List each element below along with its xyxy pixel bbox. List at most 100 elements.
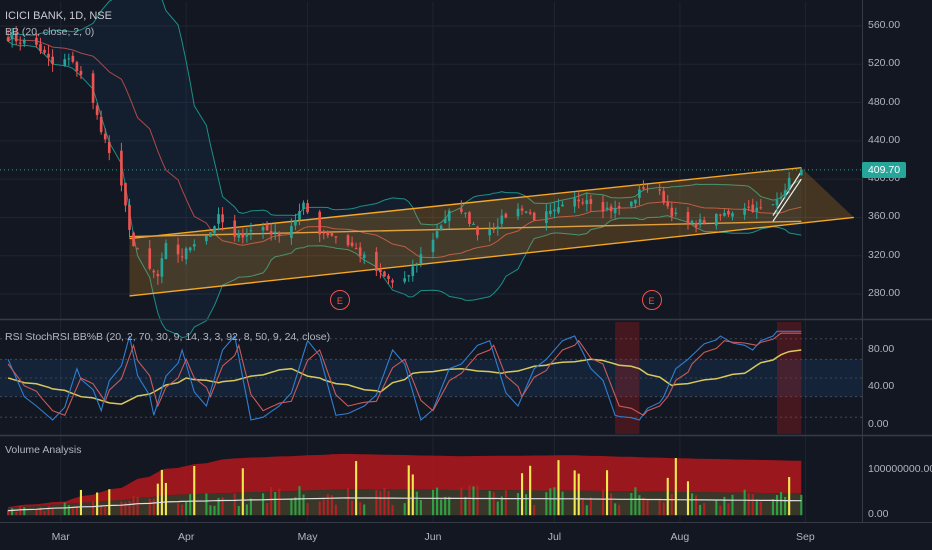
candle-body (120, 150, 123, 186)
volume-bar (743, 489, 746, 516)
volume-bar (75, 506, 78, 516)
candle-body (609, 206, 613, 212)
earnings-marker[interactable]: E (329, 290, 350, 310)
volume-bar (419, 500, 422, 516)
channel-fill (129, 167, 854, 296)
candle-body (472, 223, 475, 225)
volume-bar (444, 496, 447, 516)
x-tick-label-jun: Jun (424, 531, 442, 543)
candle-body (755, 207, 759, 212)
candle-body (666, 201, 670, 207)
candle-body (269, 231, 273, 235)
volume-bar (92, 501, 95, 516)
candle-body (723, 212, 726, 216)
volume-bar (164, 482, 167, 516)
volume-bar (15, 511, 18, 516)
candle-body (751, 204, 755, 212)
wedge-line (772, 178, 802, 222)
bb-fill (8, 0, 802, 338)
volume-bar (278, 488, 281, 516)
volume-bar (221, 497, 224, 516)
oscillator-indicator-label[interactable]: RSI StochRSI BB%B (20, 2, 70, 30, 9, 14,… (5, 331, 331, 343)
volume-bar (727, 503, 730, 516)
candle-body (419, 254, 423, 264)
x-tick-label-jul: Jul (547, 531, 562, 543)
candle-body (630, 201, 633, 207)
candle-body (488, 228, 491, 236)
volume-bar (464, 496, 467, 516)
volume-bar (601, 489, 605, 516)
oscillator-pane[interactable] (0, 322, 862, 434)
candle-body (180, 256, 184, 258)
candle-body (294, 219, 297, 226)
candle-body (504, 213, 508, 218)
volume-bar (266, 502, 269, 516)
volume-bar (261, 493, 265, 516)
candle-body (362, 254, 366, 259)
candle-body (719, 214, 722, 216)
candle-body (431, 239, 435, 253)
volume-bar (334, 504, 337, 516)
candle-body (528, 212, 532, 214)
volume-bar (614, 503, 617, 516)
volume-bar (529, 465, 532, 516)
volume-indicator-label[interactable]: Volume Analysis (5, 444, 82, 456)
volume-bar (800, 494, 803, 516)
candle-body (500, 215, 504, 224)
candle-body (690, 220, 694, 224)
candle-body (67, 58, 71, 60)
candle-body (107, 141, 111, 154)
candle-body (103, 133, 107, 140)
volume-bar (237, 506, 240, 516)
symbol-title[interactable]: ICICI BANK, 1D, NSE (5, 10, 112, 22)
volume-bar (468, 485, 471, 516)
volume-bar (67, 505, 70, 516)
bb-indicator-label[interactable]: BB (20, close, 2, 0) (5, 26, 95, 38)
candle-body (205, 235, 208, 242)
volume-bar (19, 505, 22, 516)
volume-bar (387, 491, 390, 516)
candle-body (771, 204, 775, 206)
volume-bar (634, 487, 637, 516)
volume-bar (771, 499, 775, 516)
oscillator-highlight (615, 322, 640, 434)
volume-bar (185, 501, 188, 516)
candle-body (39, 44, 42, 52)
volume-bar (674, 458, 677, 516)
candle-body (476, 226, 479, 236)
candle-body (727, 210, 730, 215)
volume-pane[interactable] (7, 453, 803, 516)
candle-body (634, 199, 637, 204)
price-pane[interactable] (0, 0, 862, 339)
candle-body (273, 231, 277, 234)
volume-bar (132, 495, 135, 516)
earnings-marker[interactable]: E (641, 290, 662, 310)
price-tick-label: 480.00 (868, 95, 901, 108)
volume-bar (152, 498, 155, 516)
volume-bar (245, 504, 248, 516)
volume-bar (699, 504, 702, 516)
volume-bar (504, 490, 507, 516)
candle-body (277, 233, 281, 236)
candle-body (561, 204, 564, 207)
oscillator-tick-label: 80.00 (868, 343, 895, 355)
candle-body (775, 199, 779, 206)
candle-body (160, 258, 164, 277)
volume-bar (618, 504, 621, 516)
candle-body (492, 228, 496, 230)
volume-band (8, 453, 802, 509)
volume-bar (136, 496, 139, 516)
volume-bar (549, 488, 552, 516)
volume-bar (589, 497, 592, 516)
candle-body (443, 218, 447, 224)
volume-bar (751, 493, 754, 516)
candle-body (176, 244, 180, 255)
candle-body (439, 225, 443, 230)
volume-bar (500, 496, 503, 516)
volume-bar (270, 487, 273, 516)
candle-body (460, 208, 463, 212)
candle-body (694, 223, 698, 227)
candle-body (415, 263, 419, 265)
volume-bar (346, 487, 350, 516)
